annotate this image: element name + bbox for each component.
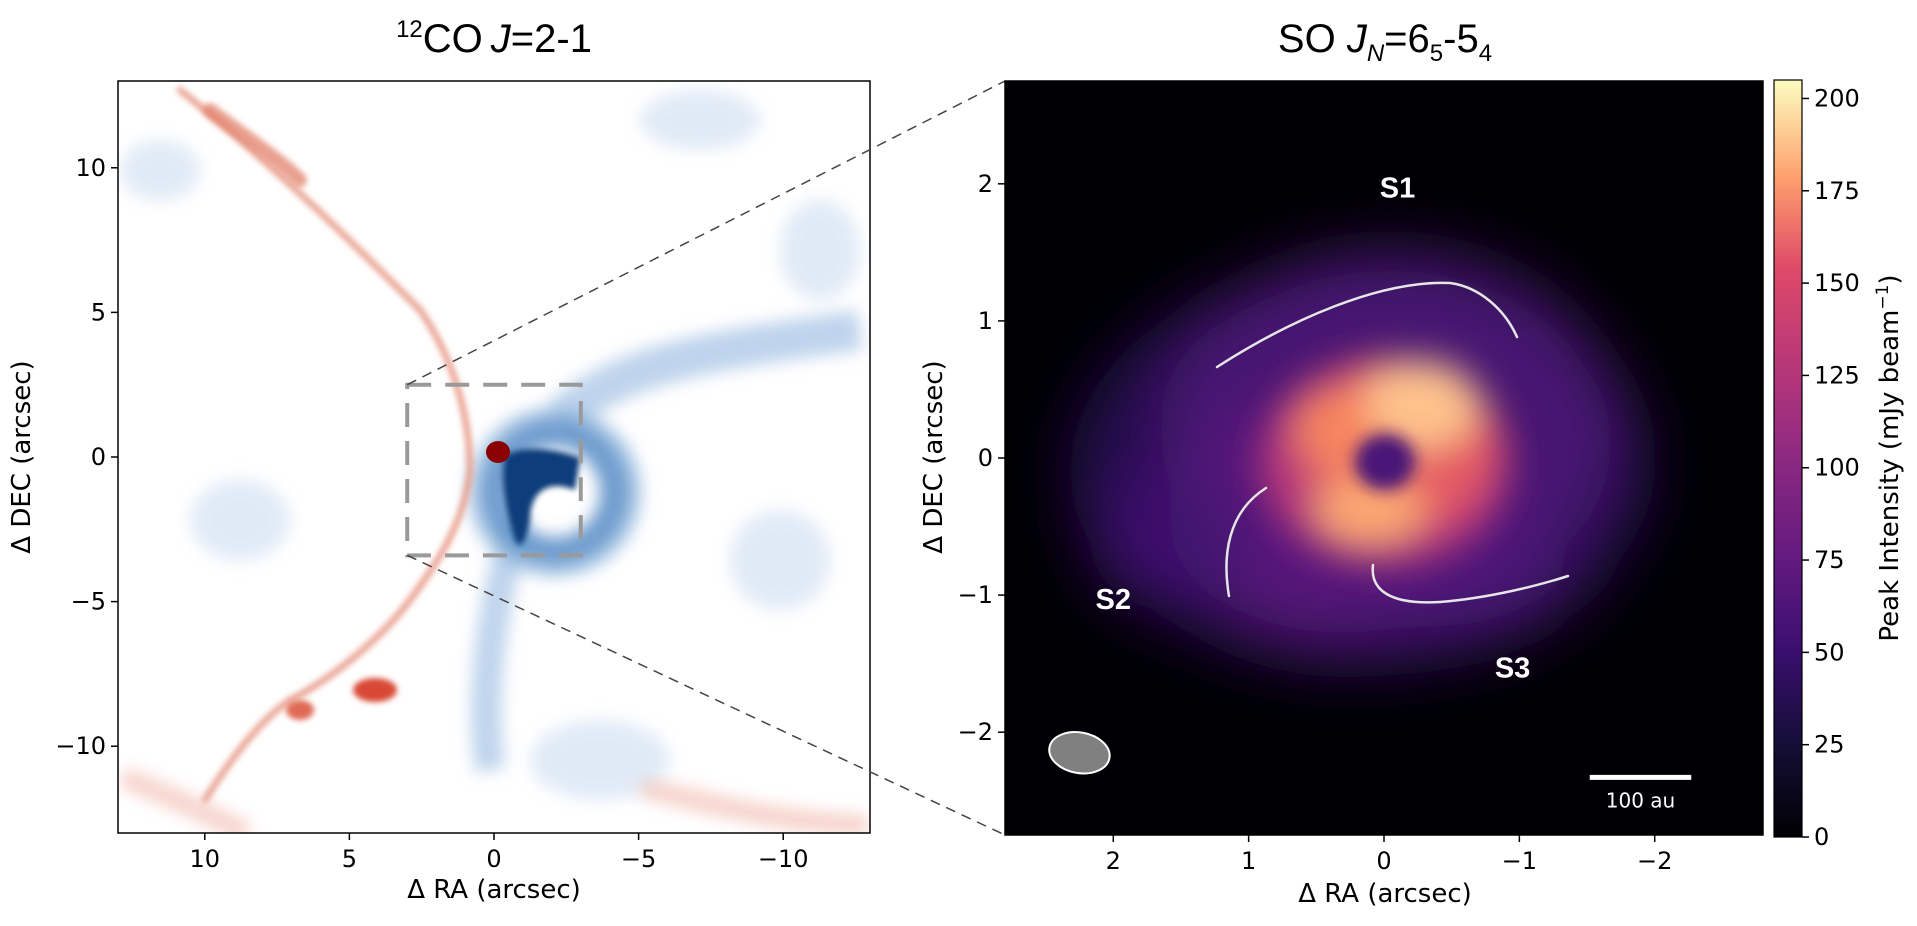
y-tick-label: −2 [958, 718, 993, 746]
x-tick-label: −5 [621, 845, 656, 873]
arm-s2 [1225, 486, 1268, 598]
beam-ellipse [1048, 731, 1111, 775]
y-tick-label: 0 [91, 443, 106, 471]
colorbar-tick-label: 75 [1814, 546, 1845, 574]
x-tick-label: −1 [1502, 847, 1537, 875]
right-xlabel: Δ RA (arcsec) [1298, 879, 1472, 909]
y-tick-label: −10 [55, 732, 106, 760]
colorbar-tick-label: 175 [1814, 177, 1860, 205]
y-tick-label: −1 [958, 581, 993, 609]
colorbar-tick-label: 50 [1814, 638, 1845, 666]
region-labels: S1 S2 S3 [1096, 173, 1531, 685]
spiral-arm-markers [1215, 281, 1570, 604]
right-y-ticks: 2 1 0 −1 −2 [958, 170, 1005, 746]
left-blue-emission [468, 310, 863, 773]
left-faint-emission [120, 90, 860, 800]
left-red-emission [120, 86, 870, 833]
left-plot-area [118, 81, 870, 833]
left-title: 12CO J=2-1 [396, 16, 592, 61]
colorbar-tick-label: 150 [1814, 269, 1860, 297]
left-blue-core [503, 449, 580, 545]
y-tick-label: −5 [71, 588, 106, 616]
colorbar-tick-label: 25 [1814, 731, 1845, 759]
x-tick-label: 0 [1376, 847, 1391, 875]
zoom-connector-top [406, 80, 1006, 386]
x-tick-label: 0 [486, 845, 501, 873]
left-ylabel: Δ DEC (arcsec) [7, 360, 37, 553]
left-y-ticks: 10 5 0 −5 −10 [55, 154, 118, 760]
right-ylabel: Δ DEC (arcsec) [919, 360, 949, 553]
zoom-box [405, 382, 583, 558]
region-label-s1: S1 [1380, 173, 1415, 205]
scale-bar-label: 100 au [1606, 788, 1675, 812]
y-tick-label: 10 [75, 154, 106, 182]
region-label-s2: S2 [1096, 584, 1131, 616]
left-x-ticks: 10 5 0 −5 −10 [189, 833, 809, 873]
colorbar-tick-label: 200 [1814, 84, 1860, 112]
colorbar [1773, 79, 1803, 838]
right-x-ticks: 2 1 0 −1 −2 [1106, 835, 1672, 875]
colorbar-tick-label: 0 [1814, 823, 1829, 851]
left-xlabel: Δ RA (arcsec) [407, 875, 581, 905]
x-tick-label: 10 [189, 845, 220, 873]
colorbar-ticks: 0 25 50 75 100 125 150 175 200 [1802, 84, 1860, 851]
y-tick-label: 1 [978, 307, 993, 335]
zoom-connector-bottom [406, 554, 1006, 836]
y-tick-label: 5 [91, 298, 106, 326]
x-tick-label: −2 [1637, 847, 1672, 875]
region-label-s3: S3 [1495, 652, 1530, 684]
x-tick-label: 2 [1106, 847, 1121, 875]
colorbar-tick-label: 125 [1814, 361, 1860, 389]
right-central-hole [1355, 434, 1415, 490]
arm-s3 [1371, 563, 1570, 604]
right-title: SO JN=65-54 [1278, 17, 1492, 67]
colorbar-tick-label: 100 [1814, 454, 1860, 482]
right-plot-area: S1 S2 S3 100 au [1005, 81, 1763, 835]
x-tick-label: −10 [758, 845, 809, 873]
y-tick-label: 2 [978, 170, 993, 198]
colorbar-label: Peak Intensity (mJy beam−1) [1873, 274, 1905, 641]
x-tick-label: 5 [342, 845, 357, 873]
y-tick-label: 0 [978, 444, 993, 472]
x-tick-label: 1 [1241, 847, 1256, 875]
left-red-core [486, 441, 510, 463]
arm-s1 [1215, 281, 1519, 369]
